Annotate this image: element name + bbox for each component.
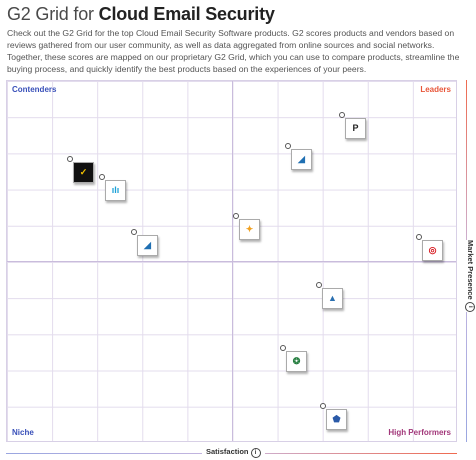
marker-dot (416, 234, 422, 240)
trend-micro-logo-icon: ◎ (428, 245, 437, 255)
grid-horizontal-divider (7, 261, 456, 262)
marker-dot (316, 282, 322, 288)
marker-dot (280, 345, 286, 351)
product-marker[interactable]: ◢ (285, 143, 312, 170)
green-logo-icon: ❂ (292, 356, 301, 366)
market-presence-axis: Market Presence i (458, 80, 476, 442)
product-marker[interactable]: ✓ (67, 156, 94, 183)
quadrant-label-contenders: Contenders (12, 85, 57, 94)
g2-grid: Contenders Leaders Niche High Performers… (6, 80, 457, 442)
quadrant-label-niche: Niche (12, 428, 34, 437)
axis-label-satisfaction: Satisfaction i (202, 447, 265, 458)
axis-label-text: Satisfaction (206, 447, 249, 456)
cisco-logo-icon: ılı (111, 185, 120, 195)
mimecast-logo-icon: ✦ (245, 224, 254, 234)
vade-logo-icon: ✓ (79, 167, 88, 177)
proofpoint-logo-icon: P (352, 123, 359, 133)
product-marker[interactable]: ❂ (280, 345, 307, 372)
quadrant-label-leaders: Leaders (420, 85, 451, 94)
product-marker[interactable]: ◎ (416, 234, 443, 261)
product-marker[interactable]: ⬟ (320, 403, 347, 430)
axis-label-text: Market Presence (466, 240, 475, 300)
page-title: G2 Grid for Cloud Email Security (7, 4, 275, 25)
quadrant-label-high-performers: High Performers (388, 428, 451, 437)
product-marker[interactable]: P (339, 112, 366, 139)
marker-dot (67, 156, 73, 162)
barracuda-logo-icon: ◢ (298, 154, 305, 164)
product-marker[interactable]: ▲ (316, 282, 343, 309)
marker-dot (233, 213, 239, 219)
product-marker[interactable]: ılı (99, 174, 126, 201)
product-marker[interactable]: ◢ (131, 229, 158, 256)
axis-label-market-presence: Market Presence i (459, 240, 475, 312)
area1-logo-icon: ▲ (328, 293, 337, 303)
barracuda-logo-icon: ◢ (144, 240, 151, 250)
marker-dot (285, 143, 291, 149)
marker-dot (320, 403, 326, 409)
page-description: Check out the G2 Grid for the top Cloud … (7, 28, 460, 75)
satisfaction-axis: Satisfaction i (6, 447, 457, 460)
info-icon[interactable]: i (250, 448, 261, 458)
shield-logo-icon: ⬟ (332, 414, 341, 424)
title-prefix: G2 Grid for (7, 4, 94, 24)
info-icon[interactable]: i (465, 301, 475, 312)
marker-dot (131, 229, 137, 235)
title-bold: Cloud Email Security (98, 4, 275, 24)
marker-dot (339, 112, 345, 118)
product-marker[interactable]: ✦ (233, 213, 260, 240)
marker-dot (99, 174, 105, 180)
